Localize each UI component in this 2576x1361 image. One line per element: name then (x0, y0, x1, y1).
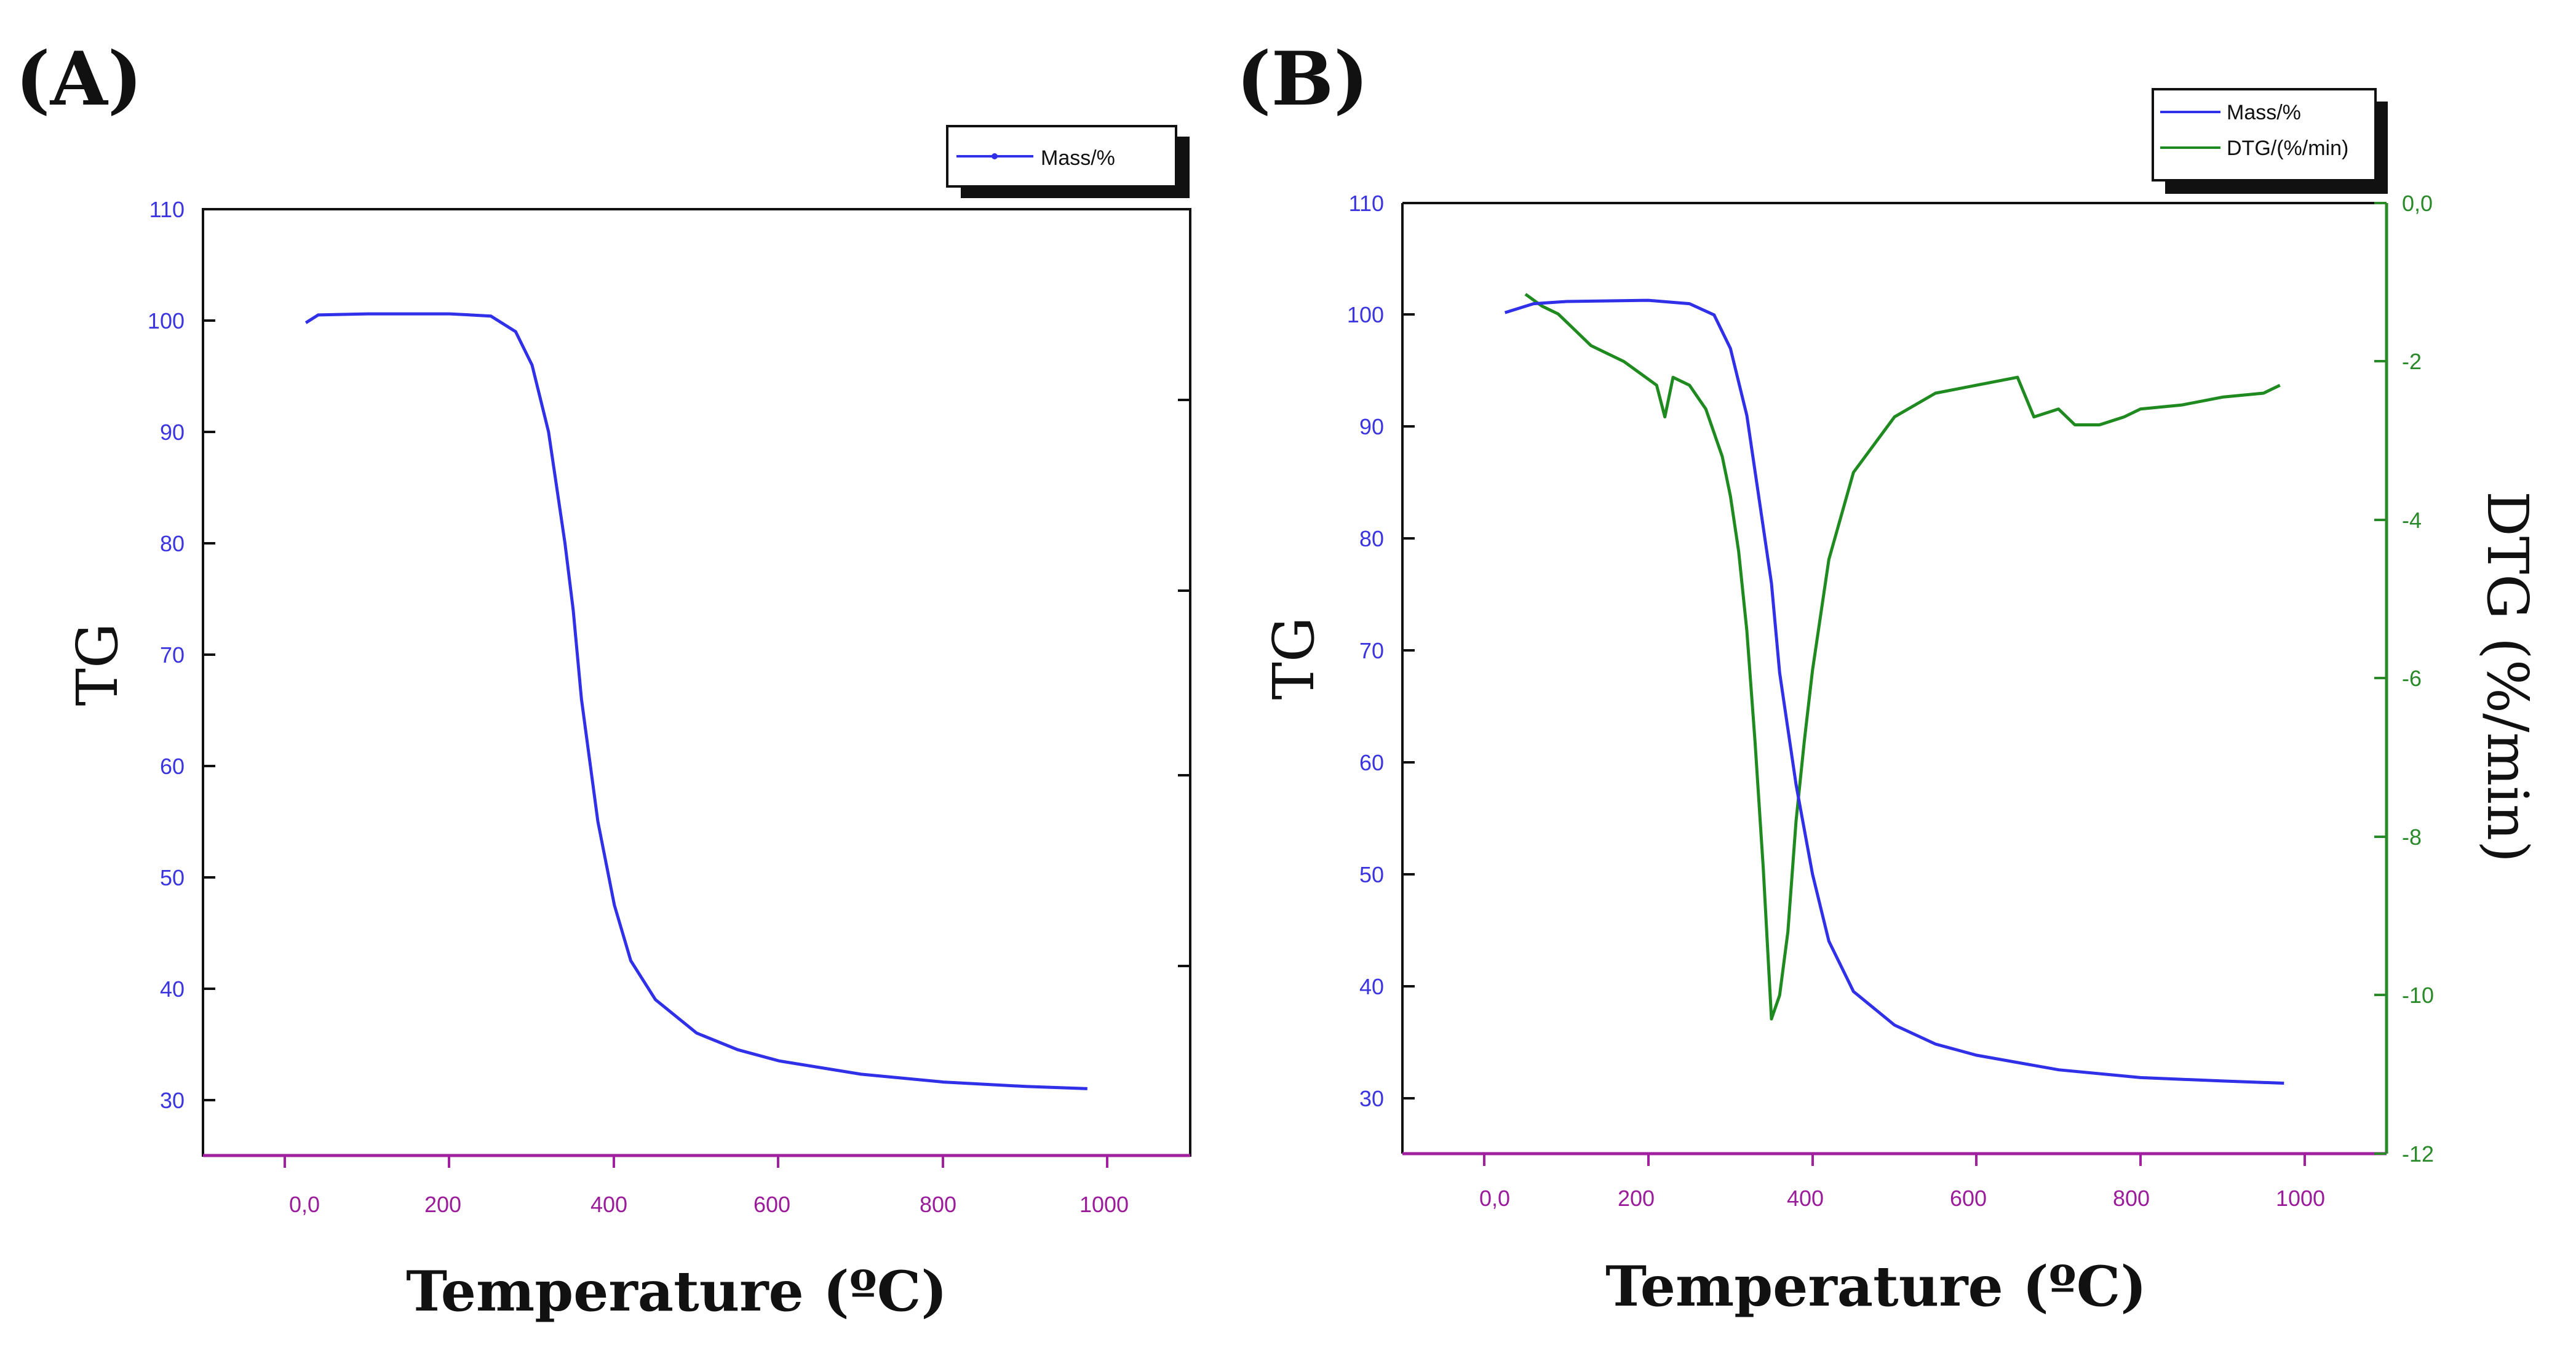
y2-tick-label: -10 (2402, 983, 2434, 1008)
panel-b-legend: Mass/% DTG/(%/min) (2152, 88, 2388, 194)
y-tick-label: 90 (160, 420, 185, 445)
y2-tick-label: 0,0 (2402, 191, 2433, 216)
x-tick-label: 1000 (1079, 1192, 1129, 1217)
panel-a-label: (A) (15, 36, 143, 122)
panel-a-x-ticks: 0,0 200 400 600 800 1000 (284, 1155, 1129, 1217)
y2-tick-label: -6 (2402, 666, 2422, 691)
panel-b-label: (B) (1236, 36, 1369, 122)
y-tick-label: 60 (160, 754, 185, 779)
y-tick-label: 70 (1359, 638, 1384, 663)
y-tick-label: 110 (1349, 191, 1384, 216)
series-b-mass-line (1504, 298, 2284, 1085)
panel-a-x-title: Temperature (ºC) (406, 1259, 947, 1324)
x-tick-label: 400 (1787, 1186, 1824, 1211)
x-tick-label: 800 (2113, 1186, 2150, 1211)
y2-tick-label: -4 (2402, 508, 2422, 533)
x-tick-label: 1000 (2276, 1186, 2325, 1211)
x-tick-label: 0,0 (289, 1192, 320, 1217)
x-tick-label: 200 (1618, 1186, 1655, 1211)
y-tick-label: 100 (148, 308, 185, 333)
panel-a-legend: Mass/% (946, 125, 1190, 198)
panel-b-x-title: Temperature (ºC) (1605, 1254, 2147, 1319)
legend-box (946, 125, 1177, 188)
y-tick-label: 30 (160, 1088, 185, 1113)
y-tick-label: 50 (160, 865, 185, 890)
panel-b-y2-ticks: 0,0 -2 -4 -6 -8 -10 -12 (2374, 191, 2434, 1167)
legend-marker-mass (992, 153, 998, 159)
y2-tick-label: -2 (2402, 349, 2422, 374)
panel-a-y-ticks: 110 100 90 80 70 60 50 40 30 (148, 197, 1190, 1113)
y-tick-label: 40 (1359, 974, 1384, 999)
y-tick-label: 80 (160, 531, 185, 556)
panel-b-y2-title: DTG (%/min) (2475, 491, 2540, 863)
x-tick-label: 600 (1950, 1186, 1987, 1211)
legend-label-dtg: DTG/(%/min) (2227, 137, 2348, 160)
panel-a: (A) Mass/% 110 100 90 80 70 60 50 40 30 (15, 36, 1191, 1324)
y-tick-label: 40 (160, 976, 185, 1002)
legend-label-mass: Mass/% (1041, 146, 1115, 170)
series-b-dtg-line (1524, 293, 2281, 1021)
panel-b-y-ticks: 110 100 90 80 70 60 50 40 30 (1347, 191, 1415, 1111)
y-tick-label: 80 (1359, 526, 1384, 551)
legend-label-mass: Mass/% (2227, 101, 2301, 124)
y-tick-label: 50 (1359, 862, 1384, 887)
legend-box (2152, 88, 2377, 182)
panel-b-x-ticks: 0,0 200 400 600 800 1000 (1479, 1154, 2325, 1211)
y2-tick-label: -12 (2402, 1141, 2434, 1167)
panel-a-y-title: TG (65, 623, 130, 706)
y-tick-label: 60 (1359, 750, 1384, 775)
y-tick-label: 70 (160, 642, 185, 668)
y-tick-label: 90 (1359, 414, 1384, 439)
y2-tick-label: -8 (2402, 824, 2422, 850)
x-tick-label: 400 (590, 1192, 627, 1217)
series-a-mass-line (304, 312, 1087, 1090)
x-tick-label: 200 (424, 1192, 461, 1217)
x-tick-label: 800 (920, 1192, 956, 1217)
y-tick-label: 30 (1359, 1086, 1384, 1111)
panel-b-y-title: TG (1261, 617, 1327, 700)
y-tick-label: 110 (149, 197, 185, 222)
x-tick-label: 0,0 (1479, 1186, 1510, 1211)
panel-b: (B) Mass/% DTG/(%/min) 110 100 90 80 70 … (1236, 36, 2540, 1319)
x-tick-label: 600 (753, 1192, 790, 1217)
y-tick-label: 100 (1347, 302, 1384, 327)
